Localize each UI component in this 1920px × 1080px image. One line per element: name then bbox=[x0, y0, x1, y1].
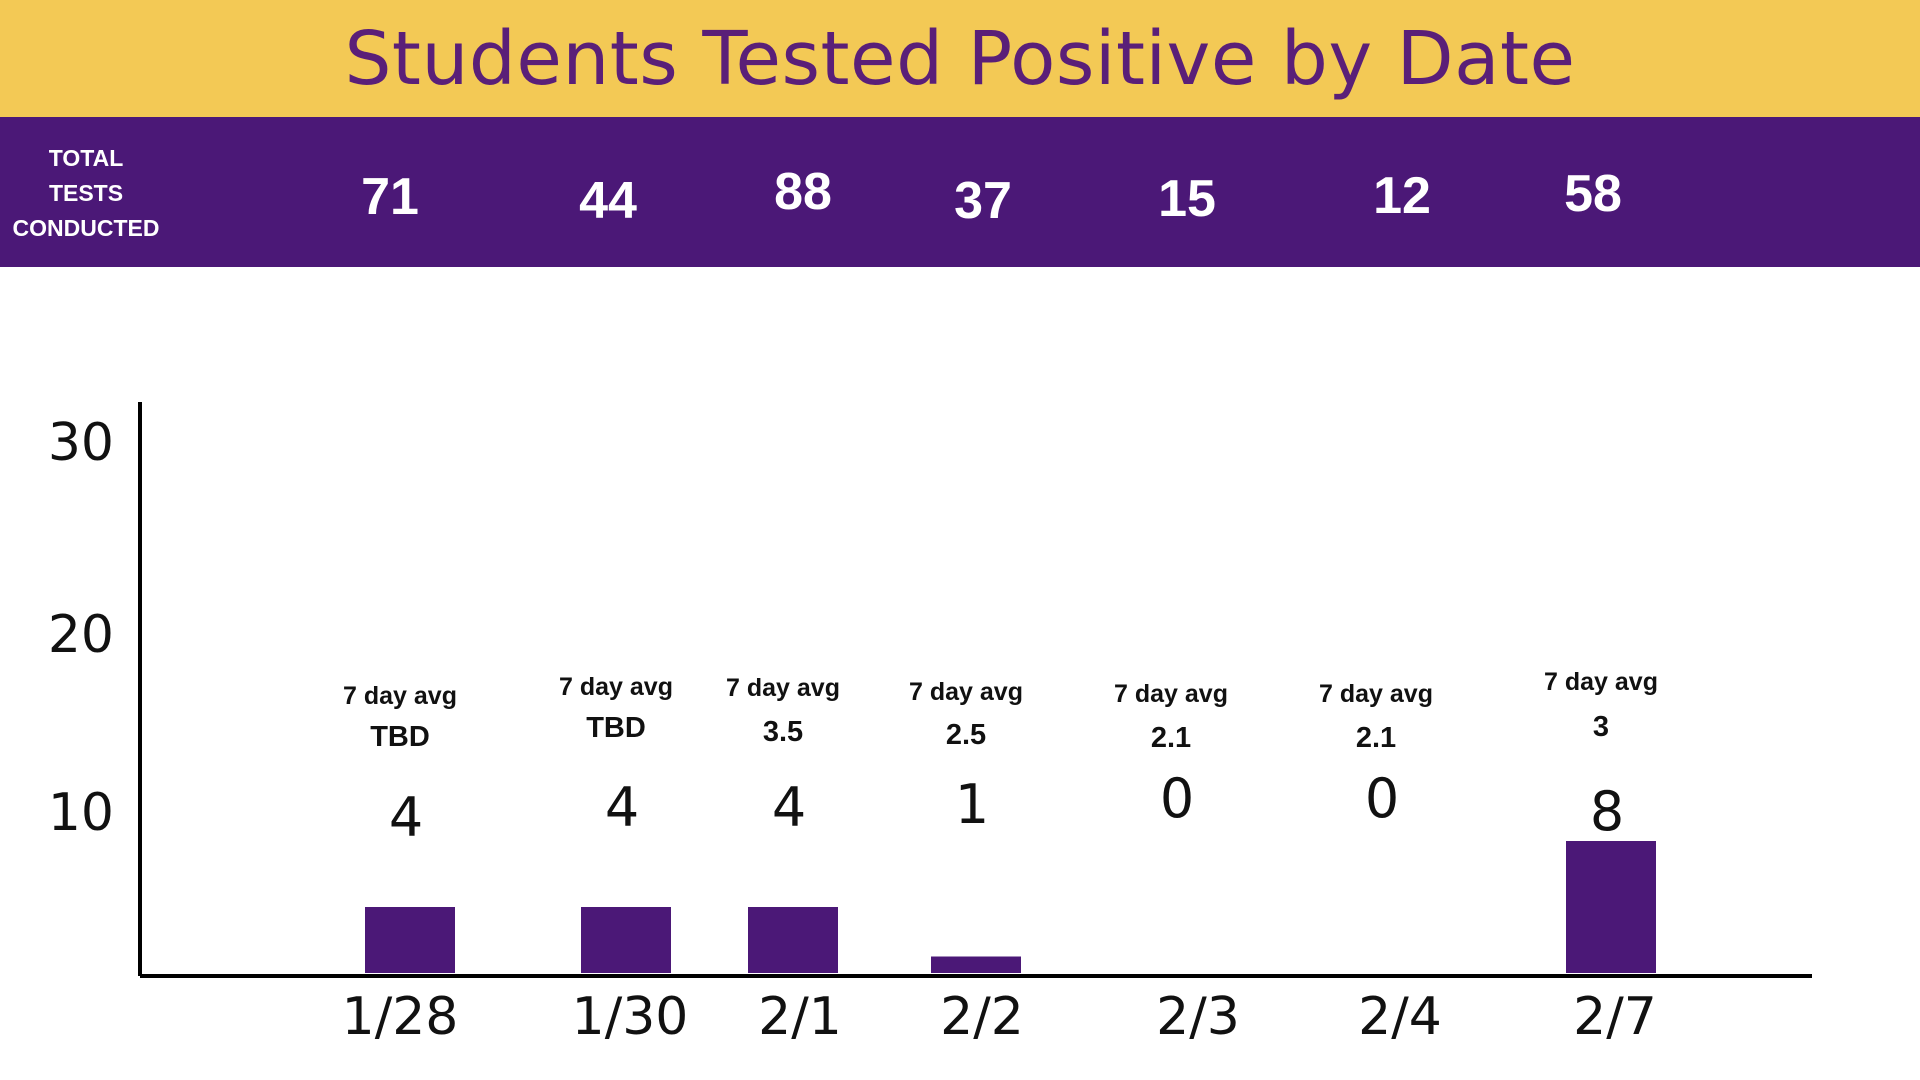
bar bbox=[1566, 841, 1656, 973]
x-tick-label: 2/7 bbox=[1573, 987, 1657, 1047]
data-label: 0 bbox=[1365, 767, 1399, 830]
tests-label: TOTAL TESTS CONDUCTED bbox=[0, 141, 172, 246]
avg-caption: 7 day avg bbox=[343, 682, 457, 710]
x-tick-label: 2/1 bbox=[758, 987, 842, 1047]
avg-value: 3 bbox=[1593, 711, 1609, 743]
tests-value: 71 bbox=[361, 168, 419, 226]
data-label: 4 bbox=[389, 786, 423, 849]
avg-value: 2.5 bbox=[946, 719, 986, 751]
avg-value: TBD bbox=[370, 721, 430, 753]
bar bbox=[748, 907, 838, 973]
tests-label-line: CONDUCTED bbox=[12, 215, 160, 241]
tests-value: 58 bbox=[1564, 165, 1622, 223]
title-band: Students Tested Positive by Date bbox=[0, 0, 1920, 117]
data-label: 4 bbox=[772, 776, 806, 839]
x-tick-label: 1/30 bbox=[572, 987, 689, 1047]
avg-value: 2.1 bbox=[1356, 722, 1396, 754]
y-tick-label: 20 bbox=[48, 605, 114, 665]
data-label: 1 bbox=[955, 773, 989, 836]
tests-value: 37 bbox=[954, 172, 1012, 230]
y-tick-label: 10 bbox=[48, 783, 114, 843]
x-tick-label: 2/3 bbox=[1156, 987, 1240, 1047]
avg-caption: 7 day avg bbox=[1114, 680, 1228, 708]
tests-band: TOTAL TESTS CONDUCTED 71 44 88 37 15 12 … bbox=[0, 117, 1920, 267]
avg-caption: 7 day avg bbox=[1544, 668, 1658, 696]
avg-value: TBD bbox=[586, 712, 646, 744]
avg-caption: 7 day avg bbox=[726, 674, 840, 702]
tests-value: 12 bbox=[1373, 167, 1431, 225]
avg-caption: 7 day avg bbox=[559, 673, 673, 701]
avg-caption: 7 day avg bbox=[909, 678, 1023, 706]
x-tick-label: 2/2 bbox=[940, 987, 1024, 1047]
tests-value: 15 bbox=[1158, 170, 1216, 228]
bar bbox=[581, 907, 671, 973]
tests-value: 44 bbox=[579, 172, 637, 230]
data-label: 4 bbox=[605, 776, 639, 839]
tests-value: 88 bbox=[774, 163, 832, 221]
tests-label-line: TESTS bbox=[48, 180, 124, 206]
bar bbox=[365, 907, 455, 973]
bar bbox=[931, 956, 1021, 973]
data-label: 8 bbox=[1590, 780, 1624, 843]
y-tick-label: 30 bbox=[48, 413, 114, 473]
avg-caption: 7 day avg bbox=[1319, 680, 1433, 708]
data-label: 0 bbox=[1160, 767, 1194, 830]
x-tick-label: 1/28 bbox=[342, 987, 459, 1047]
avg-value: 2.1 bbox=[1151, 722, 1191, 754]
tests-label-line: TOTAL bbox=[48, 145, 124, 171]
chart-title: Students Tested Positive by Date bbox=[344, 15, 1576, 102]
x-tick-label: 2/4 bbox=[1358, 987, 1442, 1047]
avg-value: 3.5 bbox=[763, 716, 803, 748]
